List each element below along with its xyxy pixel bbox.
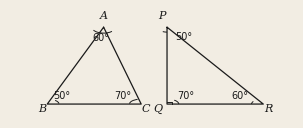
Text: 70°: 70° (114, 91, 131, 101)
Text: B: B (38, 104, 47, 114)
Text: R: R (264, 104, 272, 114)
Text: 60°: 60° (231, 91, 248, 101)
Text: 50°: 50° (53, 91, 70, 101)
Text: A: A (100, 11, 108, 21)
Text: C: C (142, 104, 150, 114)
Text: 60°: 60° (93, 33, 110, 43)
Text: P: P (158, 11, 166, 21)
Text: 70°: 70° (177, 91, 195, 101)
Text: 50°: 50° (175, 32, 192, 42)
Text: Q: Q (153, 104, 162, 114)
